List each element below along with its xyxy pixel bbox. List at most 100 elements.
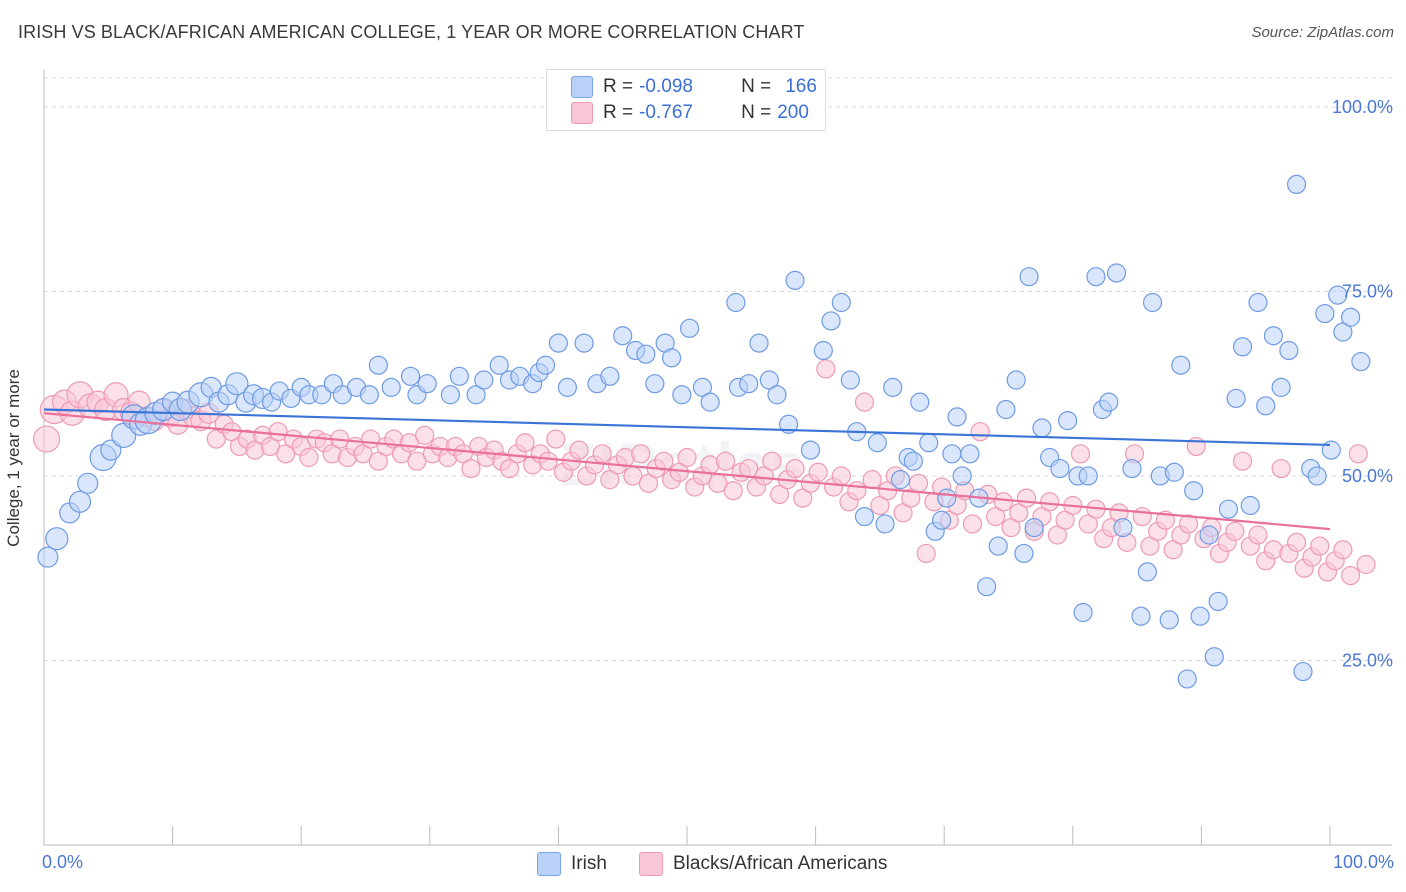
point-irish xyxy=(1122,458,1142,479)
point-blacks xyxy=(754,466,774,486)
point-irish xyxy=(68,490,92,513)
legend-swatch-blacks xyxy=(571,102,593,124)
point-irish xyxy=(37,546,59,568)
legend-n-value: 166 xyxy=(785,76,817,97)
legend-item-irish[interactable]: Irish xyxy=(537,852,607,876)
point-irish xyxy=(778,414,799,434)
point-irish xyxy=(1177,669,1197,689)
point-irish xyxy=(535,355,556,375)
point-irish xyxy=(600,366,620,386)
point-blacks xyxy=(1271,458,1291,479)
point-blacks xyxy=(276,444,296,464)
point-blacks xyxy=(893,503,913,523)
point-irish xyxy=(988,536,1008,556)
point-irish xyxy=(1256,396,1276,416)
point-blacks xyxy=(723,481,743,501)
point-blacks xyxy=(515,433,535,453)
point-irish xyxy=(952,466,972,486)
point-blacks xyxy=(1178,514,1199,534)
point-blacks xyxy=(816,359,836,379)
point-irish xyxy=(1199,525,1219,545)
point-irish xyxy=(1106,263,1127,283)
point-blacks xyxy=(862,470,882,490)
point-blacks xyxy=(962,514,983,534)
point-irish xyxy=(919,433,939,453)
legend-r-label: R = xyxy=(603,102,634,123)
point-blacks xyxy=(916,543,936,564)
chart-title: IRISH VS BLACK/AFRICAN AMERICAN COLLEGE,… xyxy=(18,22,805,42)
point-irish xyxy=(1078,466,1098,486)
point-irish xyxy=(225,372,249,396)
x-tick-label-max: 100.0% xyxy=(1332,852,1394,872)
point-blacks xyxy=(1009,503,1029,523)
point-irish xyxy=(813,340,833,361)
point-irish xyxy=(831,292,851,313)
grid-lines xyxy=(44,77,1392,661)
point-blacks xyxy=(260,436,280,457)
point-blacks xyxy=(499,458,520,479)
point-irish xyxy=(726,292,746,313)
point-irish xyxy=(1226,388,1246,409)
point-irish xyxy=(1073,602,1093,623)
point-irish xyxy=(557,377,578,397)
point-blacks xyxy=(1248,525,1268,545)
point-irish xyxy=(1190,606,1210,626)
point-irish xyxy=(700,392,720,412)
point-irish xyxy=(1279,340,1299,361)
point-irish xyxy=(661,348,682,368)
point-blacks xyxy=(1140,536,1160,556)
point-blacks xyxy=(986,506,1006,527)
series-blacks-points xyxy=(32,359,1376,586)
point-irish xyxy=(466,385,486,405)
point-irish xyxy=(1263,326,1284,346)
point-blacks xyxy=(1001,518,1021,538)
point-irish xyxy=(910,392,930,412)
point-blacks xyxy=(1016,488,1037,508)
y-tick-label: 75.0% xyxy=(1342,281,1393,301)
point-irish xyxy=(759,370,779,390)
point-irish xyxy=(574,333,594,353)
legend-n-value: 200 xyxy=(777,102,809,123)
point-blacks xyxy=(546,429,566,449)
point-blacks xyxy=(1047,525,1067,545)
point-blacks xyxy=(1132,506,1152,527)
point-blacks xyxy=(1225,521,1245,541)
y-tick-labels: 25.0% 50.0% 75.0% 100.0% xyxy=(1332,97,1393,671)
legend-n-label: N = xyxy=(741,76,772,97)
point-irish xyxy=(947,407,967,427)
point-irish xyxy=(679,318,700,338)
point-irish xyxy=(381,377,401,397)
point-irish xyxy=(1271,377,1291,397)
point-irish xyxy=(645,374,665,394)
legend-item-blacks[interactable]: Blacks/African Americans xyxy=(639,852,887,876)
point-irish xyxy=(1333,322,1353,342)
series-irish-points xyxy=(37,174,1371,689)
point-irish xyxy=(1328,285,1348,305)
point-blacks xyxy=(854,392,875,412)
trend-line-irish xyxy=(43,408,1331,447)
point-irish xyxy=(840,370,860,390)
point-blacks xyxy=(407,451,427,471)
point-irish xyxy=(1315,303,1335,324)
point-irish xyxy=(1006,370,1026,390)
point-irish xyxy=(1307,466,1327,486)
point-irish xyxy=(960,444,980,464)
point-blacks xyxy=(299,447,319,468)
point-blacks xyxy=(1286,532,1307,552)
y-axis-label-text: College, 1 year or more xyxy=(4,369,23,547)
point-blacks xyxy=(206,429,226,449)
point-blacks xyxy=(715,451,736,471)
axes xyxy=(43,70,1392,846)
point-blacks xyxy=(600,470,620,490)
point-irish xyxy=(449,366,469,386)
point-irish xyxy=(1099,392,1119,412)
point-irish xyxy=(1171,355,1191,375)
legend-row-blacks: R = -0.767 N = 200 xyxy=(571,100,809,126)
point-irish xyxy=(1142,292,1163,313)
point-irish xyxy=(854,506,875,527)
point-irish xyxy=(1086,267,1106,287)
point-blacks xyxy=(32,425,61,453)
point-blacks xyxy=(1163,540,1183,560)
point-irish xyxy=(903,451,923,471)
